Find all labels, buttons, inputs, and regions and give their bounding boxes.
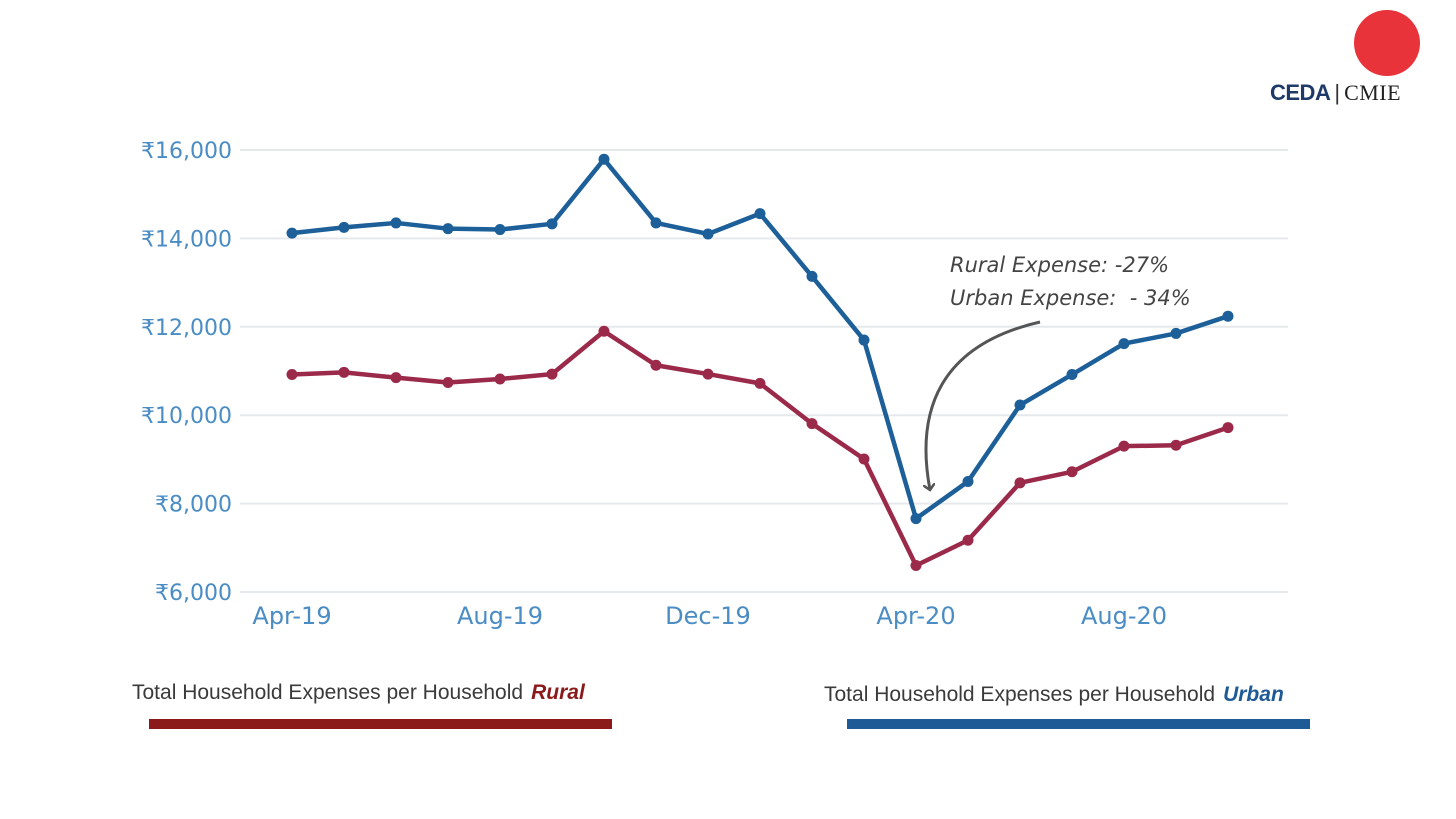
legend-urban-swatch: [847, 719, 1310, 729]
urban-data-point: [702, 228, 714, 240]
x-tick-label: Dec-19: [665, 602, 751, 630]
rural-data-point: [1066, 466, 1078, 478]
y-axis-ticks: ₹16,000 ₹14,000 ₹12,000 ₹10,000 ₹8,000 ₹6,000: [141, 139, 232, 606]
x-tick-label: Apr-19: [252, 602, 331, 630]
urban-data-point: [546, 218, 558, 230]
y-tick-label: ₹14,000: [141, 227, 232, 252]
rural-data-point: [858, 453, 870, 465]
legend-rural-tag: Rural: [531, 681, 585, 704]
urban-data-point: [962, 476, 974, 487]
annotation-urban: Urban Expense: - 34%: [950, 286, 1191, 310]
rural-data-point: [702, 368, 714, 380]
y-tick-label: ₹16,000: [141, 139, 232, 164]
ceda-cmie-logo: CEDA | CMIE: [1268, 8, 1428, 108]
legend-rural: Total Household Expenses per Household Ru…: [132, 681, 585, 705]
urban-data-point: [858, 334, 870, 346]
rural-data-point: [1118, 440, 1130, 452]
rural-data-point: [650, 359, 662, 371]
x-axis-ticks: Apr-19 Aug-19 Dec-19 Apr-20 Aug-20: [252, 602, 1167, 630]
urban-data-point: [494, 224, 506, 236]
legend-urban-label: Total Household Expenses per Household: [824, 683, 1216, 706]
rural-data-point: [1222, 422, 1234, 434]
urban-data-point: [338, 221, 350, 233]
rural-data-point: [754, 377, 766, 389]
logo-ceda: CEDA: [1270, 80, 1331, 105]
urban-data-point: [1066, 369, 1078, 381]
rural-data-point: [390, 372, 402, 384]
logo-cmie: CMIE: [1344, 80, 1402, 105]
legend-rural-swatch: [149, 719, 612, 729]
rural-data-point: [442, 376, 454, 388]
x-tick-label: Aug-20: [1081, 602, 1167, 630]
urban-data-point: [650, 217, 662, 229]
rural-data-point: [494, 373, 506, 385]
urban-data-point: [286, 227, 298, 239]
rural-data-point: [806, 418, 818, 430]
urban-data-point: [442, 223, 454, 235]
legend-urban: Total Household Expenses per Household Ur…: [824, 683, 1284, 707]
gridlines: [240, 149, 1288, 593]
urban-data-point: [754, 208, 766, 220]
y-tick-label: ₹6,000: [155, 581, 232, 606]
urban-data-point: [598, 153, 610, 165]
urban-data-point: [910, 513, 922, 525]
urban-data-point: [1014, 399, 1026, 411]
logo-separator: |: [1334, 80, 1341, 105]
rural-data-point: [338, 366, 350, 378]
urban-data-point: [1170, 327, 1182, 339]
rural-data-point: [1170, 439, 1182, 451]
annotation-rural: Rural Expense: -27%: [950, 253, 1169, 277]
logo-circle: [1354, 10, 1420, 76]
rural-data-point: [546, 368, 558, 380]
x-tick-label: Aug-19: [457, 602, 543, 630]
annotation-arrow: [926, 320, 1041, 490]
rural-data-point: [1014, 477, 1026, 489]
urban-data-point: [1118, 338, 1130, 350]
legend-rural-label: Total Household Expenses per Household: [132, 681, 524, 704]
series-layer: [286, 153, 1234, 571]
legend-urban-tag: Urban: [1223, 683, 1284, 706]
urban-data-point: [1222, 310, 1234, 322]
x-tick-label: Apr-20: [876, 602, 955, 630]
logo-wordmark: CEDA | CMIE: [1270, 80, 1401, 106]
urban-data-point: [390, 217, 402, 229]
y-tick-label: ₹10,000: [141, 404, 232, 429]
rural-data-point: [910, 559, 922, 571]
rural-data-point: [962, 534, 974, 546]
urban-data-point: [806, 270, 818, 282]
y-tick-label: ₹8,000: [155, 493, 232, 518]
y-tick-label: ₹12,000: [141, 316, 232, 341]
rural-data-point: [598, 325, 610, 337]
rural-data-point: [286, 369, 298, 381]
